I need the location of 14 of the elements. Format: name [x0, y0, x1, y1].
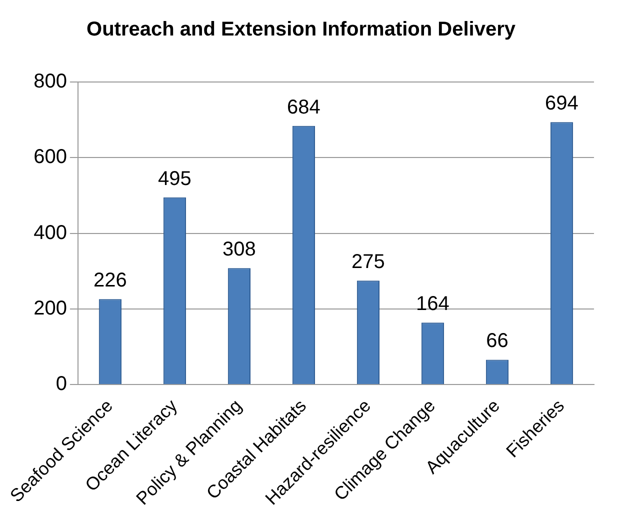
data-label: 164: [416, 293, 450, 316]
data-label: 66: [486, 330, 508, 352]
y-tick-label: 800: [34, 70, 67, 93]
data-label: 495: [158, 168, 192, 190]
y-tick-label: 0: [56, 373, 67, 396]
data-label: 226: [94, 270, 127, 292]
chart-title: Outreach and Extension Information Delivery: [86, 18, 516, 41]
data-label: 694: [545, 92, 578, 115]
y-tick-label: 200: [34, 298, 67, 320]
data-label: 308: [222, 238, 256, 261]
y-tick-label: 600: [34, 146, 67, 168]
data-label: 275: [352, 251, 385, 274]
y-tick-label: 400: [34, 222, 67, 244]
data-label: 684: [287, 96, 320, 118]
